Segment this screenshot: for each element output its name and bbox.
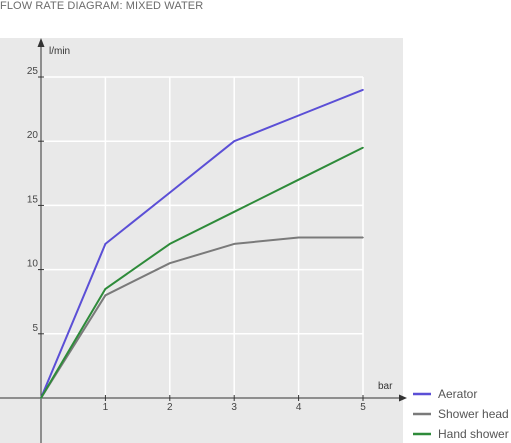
x-tick-label: 4 [296, 402, 302, 413]
legend-label: Hand shower [438, 427, 509, 441]
data-point [297, 114, 300, 117]
axes [0, 38, 407, 443]
data-point [169, 191, 171, 194]
data-point [297, 236, 300, 239]
x-tick-label: 3 [231, 402, 237, 413]
series-line [40, 236, 363, 399]
data-point [362, 236, 364, 239]
y-axis-arrow [37, 38, 45, 47]
legend-label: Shower head [438, 407, 509, 421]
data-point [104, 243, 107, 245]
x-axis-label: bar [378, 381, 393, 392]
data-point [233, 243, 235, 245]
data-point [233, 140, 235, 142]
data-point [362, 89, 364, 91]
x-axis-arrow [399, 394, 407, 402]
legend: Aerator Shower head Hand shower [413, 387, 509, 441]
grid [41, 76, 364, 398]
series-line [40, 146, 364, 399]
data-point [104, 294, 107, 297]
tick-labels: 1 2 3 4 5 5 10 15 20 25 [27, 66, 366, 413]
plot-background [0, 38, 403, 443]
data-point [40, 397, 42, 399]
data-point [169, 243, 171, 245]
data-point [362, 146, 364, 149]
series-lines [40, 88, 364, 399]
legend-label: Aerator [438, 387, 477, 401]
y-tick-label: 15 [27, 194, 39, 205]
x-tick-label: 1 [103, 402, 109, 413]
x-tick-label: 5 [360, 402, 366, 413]
data-point [297, 178, 300, 181]
x-tick-label: 2 [167, 402, 173, 413]
data-point [233, 211, 235, 213]
y-tick-label: 20 [27, 130, 39, 141]
y-tick-label: 5 [32, 323, 38, 334]
series-line [40, 88, 364, 399]
y-tick-label: 25 [27, 66, 39, 77]
y-tick-label: 10 [27, 259, 39, 270]
data-point [169, 262, 171, 264]
chart-title: FLOW RATE DIAGRAM: MIXED WATER [0, 0, 204, 12]
y-axis-label: l/min [49, 46, 70, 57]
data-point [104, 288, 107, 290]
